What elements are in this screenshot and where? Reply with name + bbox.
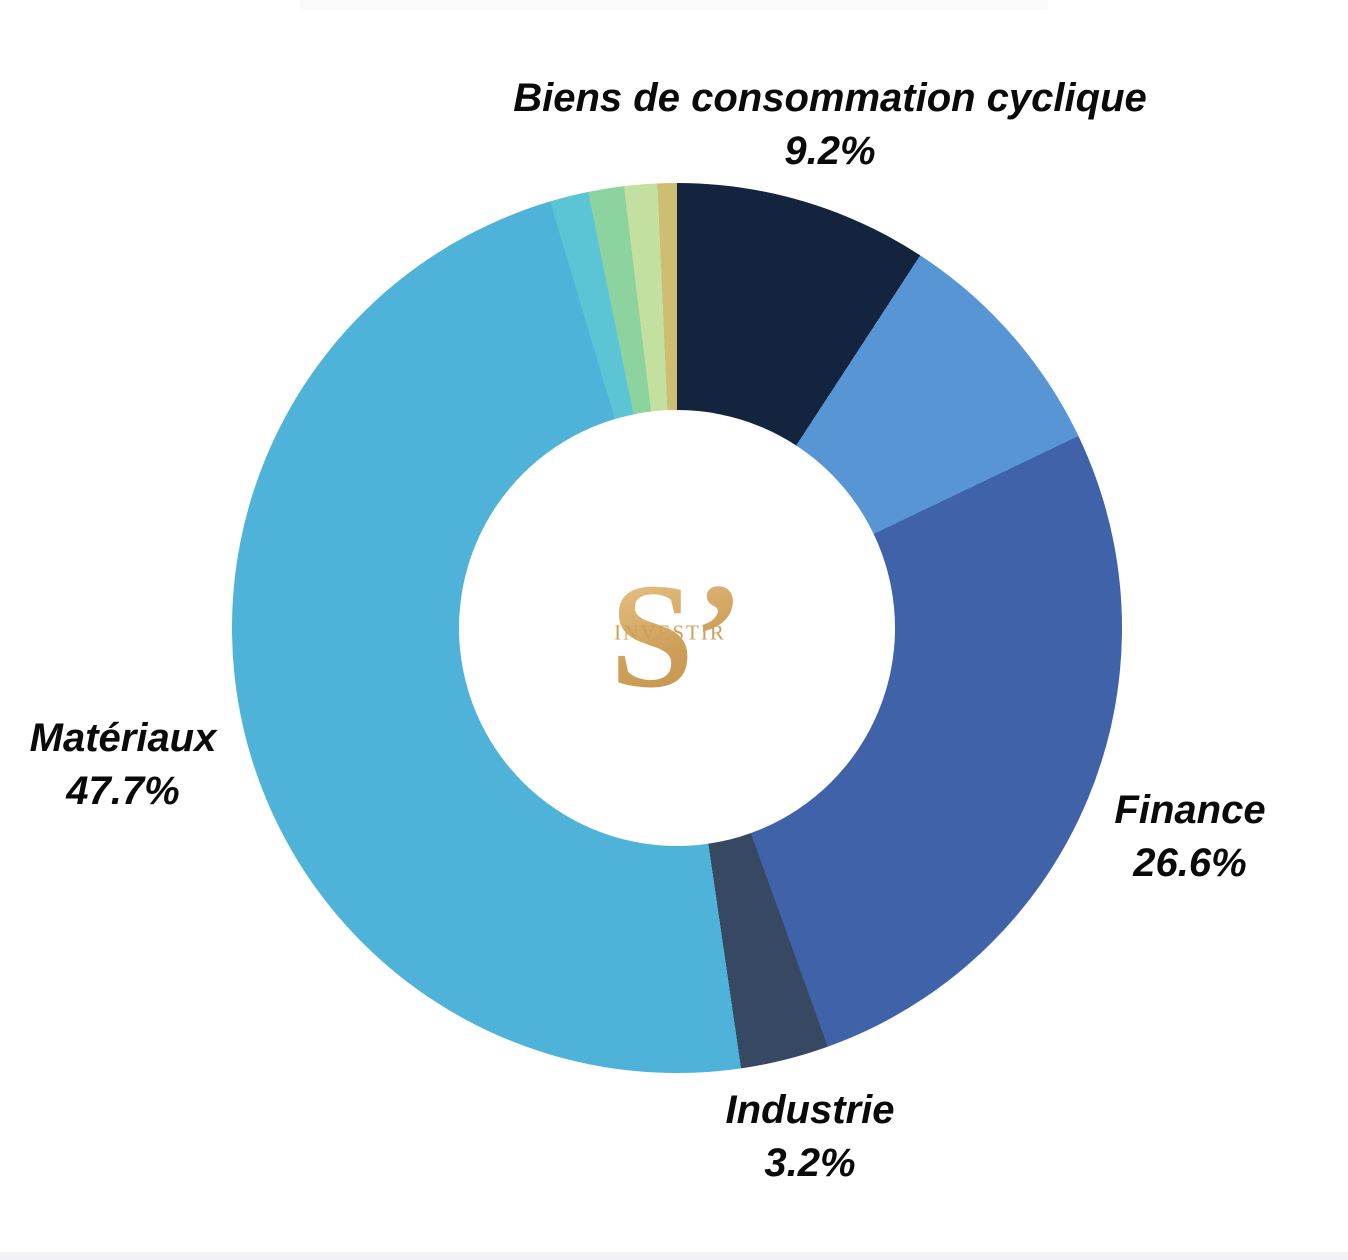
slice-label-value: 26.6%	[1133, 841, 1247, 885]
slice-label-name: Finance	[1114, 788, 1266, 832]
logo-wordmark: INVESTIR	[614, 620, 726, 645]
slice-label-name: Biens de consommation cyclique	[513, 76, 1147, 120]
logo-monogram: S’	[610, 553, 744, 719]
slice-label-name: Matériaux	[29, 716, 217, 760]
slice-label-value: 9.2%	[784, 129, 876, 173]
bottom-edge-strip	[0, 1252, 1348, 1260]
slice-label-name: Industrie	[725, 1088, 895, 1132]
top-edge-strip	[300, 0, 1048, 10]
slice-label-value: 47.7%	[66, 769, 180, 813]
slice-label-value: 3.2%	[764, 1141, 856, 1185]
slice-label-biens-de-consommation-cyclique: Biens de consommation cyclique 9.2%	[513, 72, 1147, 178]
slice-label-finance: Finance 26.6%	[1114, 784, 1265, 890]
donut-hole	[459, 410, 895, 846]
slice-label-industrie: Industrie 3.2%	[726, 1084, 895, 1190]
slice-label-materiaux: Matériaux 47.7%	[30, 712, 217, 818]
